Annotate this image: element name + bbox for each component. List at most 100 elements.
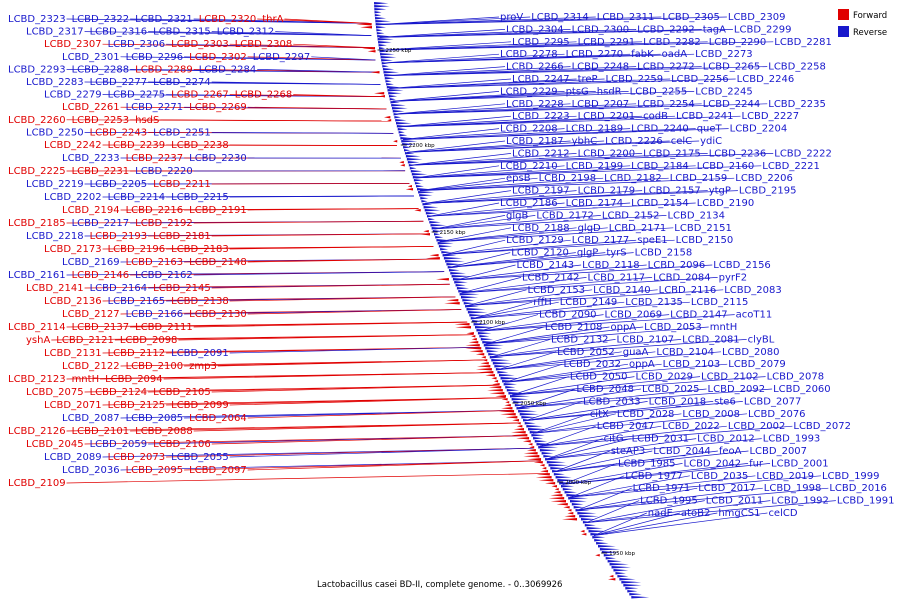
right-gene-label: LCBD_1992 bbox=[771, 496, 829, 507]
reverse-gene-mark bbox=[503, 383, 517, 386]
right-gene-label: LCBD_2265 bbox=[703, 62, 761, 73]
forward-gene-mark bbox=[446, 299, 459, 302]
reverse-gene-mark bbox=[386, 83, 394, 86]
right-gene-label: LCBD_2282 bbox=[643, 37, 701, 48]
right-gene-label: queT bbox=[697, 124, 723, 135]
right-gene-label: LCBD_2207 bbox=[572, 99, 630, 110]
left-gene-label: LCBD_2071 bbox=[44, 400, 102, 411]
legend-reverse-swatch bbox=[838, 26, 849, 37]
right-connector bbox=[403, 128, 729, 140]
reverse-gene-mark bbox=[397, 128, 408, 131]
left-connector bbox=[229, 447, 534, 458]
right-gene-label: LCBD_2304 bbox=[506, 24, 564, 35]
forward-gene-mark bbox=[567, 512, 574, 515]
right-gene-label: LCBD_2090 bbox=[539, 310, 597, 321]
right-gene-label: oppA bbox=[610, 322, 636, 333]
reverse-gene-mark bbox=[374, 11, 382, 14]
left-gene-label: LCBD_2094 bbox=[105, 374, 163, 385]
right-gene-label: LCBD_2080 bbox=[722, 347, 780, 358]
right-connector bbox=[407, 140, 506, 153]
reverse-gene-mark bbox=[581, 518, 596, 521]
left-gene-label: LCBD_2293 bbox=[8, 64, 66, 75]
right-gene-label: rffH bbox=[533, 297, 552, 308]
reverse-gene-mark bbox=[492, 362, 513, 365]
reverse-gene-mark bbox=[596, 542, 609, 545]
left-gene-label: LCBD_2283 bbox=[26, 77, 84, 88]
right-gene-label: LCBD_2210 bbox=[500, 161, 558, 172]
left-connector bbox=[178, 334, 474, 341]
forward-gene-mark bbox=[523, 455, 540, 458]
reverse-gene-mark bbox=[599, 548, 620, 551]
right-connector bbox=[518, 388, 707, 409]
right-gene-label: LCBD_2248 bbox=[572, 62, 630, 73]
reverse-gene-mark bbox=[385, 80, 392, 83]
left-gene-label: LCBD_2036 bbox=[62, 465, 120, 476]
right-connector bbox=[377, 16, 727, 25]
right-gene-label: LCBD_2050 bbox=[570, 372, 628, 383]
right-gene-label: LCBD_2103 bbox=[663, 359, 721, 370]
forward-gene-mark bbox=[541, 467, 547, 470]
right-gene-label: LCBD_2244 bbox=[703, 99, 761, 110]
reverse-gene-mark bbox=[536, 443, 555, 446]
right-connector bbox=[473, 301, 559, 319]
right-gene-label: LCBD_2309 bbox=[728, 12, 786, 23]
reverse-gene-mark bbox=[491, 359, 511, 362]
left-gene-label: LCBD_2073 bbox=[108, 452, 166, 463]
forward-gene-mark bbox=[608, 578, 616, 581]
right-gene-label: LCBD_2266 bbox=[506, 62, 564, 73]
right-connector bbox=[411, 153, 774, 166]
left-gene-label: LCBD_2308 bbox=[235, 39, 293, 50]
left-gene-label: LCBD_2075 bbox=[26, 387, 84, 398]
right-gene-label: LCBD_2107 bbox=[617, 334, 675, 345]
reverse-gene-mark bbox=[560, 485, 575, 488]
right-connector bbox=[479, 314, 735, 332]
right-gene-label: tagA bbox=[703, 24, 726, 35]
right-connector bbox=[415, 165, 696, 179]
left-gene-label: LCBD_2148 bbox=[189, 257, 247, 268]
right-gene-label: LCBD_2295 bbox=[512, 37, 570, 48]
forward-gene-mark bbox=[387, 119, 392, 122]
left-gene-label: LCBD_2095 bbox=[126, 465, 184, 476]
reverse-gene-mark bbox=[384, 77, 395, 80]
left-connector bbox=[247, 258, 439, 263]
reverse-gene-mark bbox=[519, 413, 540, 416]
left-gene-label: LCBD_2191 bbox=[189, 205, 247, 216]
right-gene-label: LCBD_2079 bbox=[728, 359, 786, 370]
left-gene-label: LCBD_2230 bbox=[189, 153, 247, 164]
right-connector bbox=[554, 450, 749, 472]
reverse-gene-mark bbox=[615, 572, 626, 575]
right-gene-label: LCBD_2187 bbox=[506, 136, 564, 147]
right-connector bbox=[492, 339, 682, 358]
forward-gene-mark bbox=[429, 254, 439, 257]
right-gene-label: LCBD_2222 bbox=[774, 148, 832, 159]
left-gene-label: LCBD_2163 bbox=[126, 257, 184, 268]
left-gene-label: LCBD_2106 bbox=[153, 439, 211, 450]
reverse-gene-mark bbox=[538, 446, 559, 449]
right-connector bbox=[578, 487, 763, 511]
left-connector bbox=[229, 296, 456, 302]
right-connector bbox=[395, 103, 768, 115]
reverse-gene-mark bbox=[406, 158, 423, 161]
reverse-gene-mark bbox=[500, 377, 521, 380]
left-gene-label: LCBD_2260 bbox=[8, 115, 66, 126]
forward-gene-mark bbox=[563, 506, 570, 509]
left-gene-label: LCBD_2303 bbox=[171, 39, 229, 50]
right-gene-label: ytgP bbox=[709, 186, 731, 197]
forward-gene-mark bbox=[419, 233, 431, 236]
right-connector bbox=[492, 339, 747, 358]
left-gene-label: LCBD_2141 bbox=[26, 283, 84, 294]
reverse-gene-mark bbox=[467, 311, 488, 314]
right-gene-label: LCBD_2272 bbox=[637, 62, 695, 73]
legend-forward-swatch bbox=[838, 9, 849, 20]
reverse-gene-mark bbox=[375, 17, 387, 20]
reverse-gene-mark bbox=[508, 392, 526, 395]
reverse-gene-mark bbox=[446, 263, 462, 266]
reverse-gene-mark bbox=[460, 296, 479, 299]
right-gene-label: LCBD_2177 bbox=[572, 235, 630, 246]
right-connector bbox=[492, 339, 616, 358]
right-connector bbox=[383, 53, 565, 64]
forward-gene-mark bbox=[554, 488, 559, 491]
reverse-gene-mark bbox=[407, 161, 420, 164]
reverse-gene-mark bbox=[619, 578, 636, 581]
reverse-gene-mark bbox=[393, 113, 401, 116]
